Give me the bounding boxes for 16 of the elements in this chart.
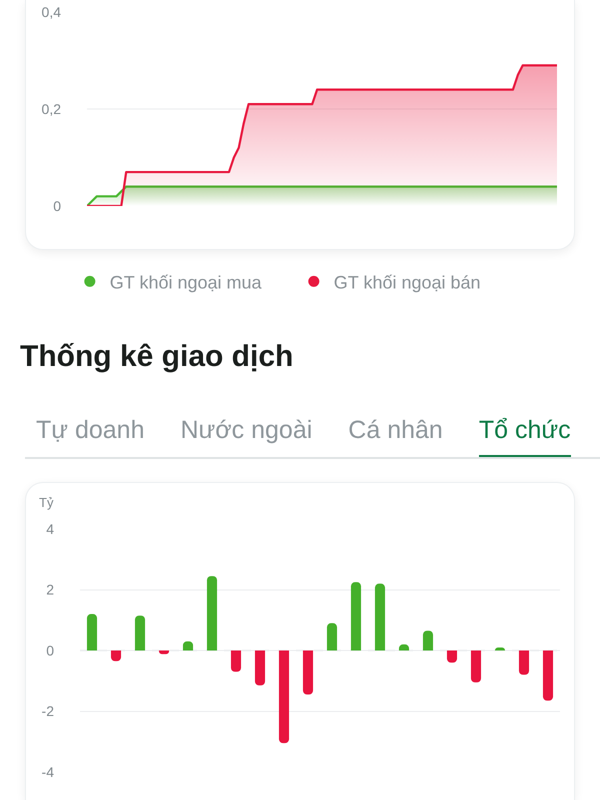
y-tick-label: -2 xyxy=(42,703,54,720)
y-tick-label: 4 xyxy=(46,520,54,537)
text: Tổ chức xyxy=(478,415,571,445)
text: Nước ngoài xyxy=(180,415,312,445)
y-axis-title: Tỷ xyxy=(39,495,54,510)
y-tick-label: 0 xyxy=(46,642,54,658)
text: Cá nhân xyxy=(348,415,443,445)
text: Tự doanh xyxy=(36,415,144,445)
y-tick-label: 0 xyxy=(53,198,62,214)
legend-label: GT khối ngoại bán xyxy=(334,272,481,292)
chart-title: Thống kê giao dịch xyxy=(20,339,294,375)
legend-label: GT khối ngoại mua xyxy=(110,272,263,292)
y-tick-label: 2 xyxy=(46,582,54,598)
y-tick-label: -4 xyxy=(42,764,54,780)
y-tick-label: 0,2 xyxy=(42,100,62,117)
y-tick-label: 0,4 xyxy=(42,4,62,20)
